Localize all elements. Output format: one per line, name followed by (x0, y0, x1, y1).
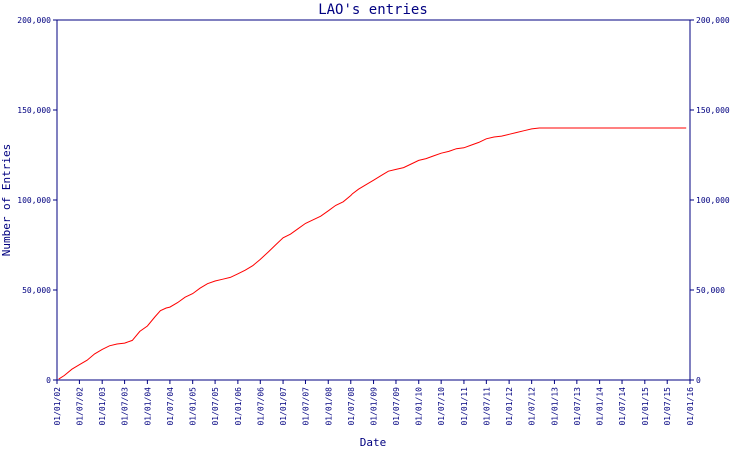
x-tick-label: 01/07/11 (482, 387, 491, 426)
x-tick-label: 01/01/05 (189, 387, 198, 426)
x-tick-label: 01/01/04 (143, 387, 152, 426)
x-tick-label: 01/01/09 (370, 387, 379, 426)
y-tick-label-left: 100,000 (17, 196, 51, 205)
x-tick-label: 01/01/12 (505, 387, 514, 426)
y-tick-label-left: 150,000 (17, 106, 51, 115)
y-axis-label: Number of Entries (0, 144, 13, 257)
x-tick-label: 01/01/10 (415, 387, 424, 426)
x-tick-label: 01/01/02 (53, 387, 62, 426)
x-axis: 01/01/02 01/07/02 01/01/03 01/07/03 01/01/04… (53, 380, 695, 426)
y-tick-label-left: 0 (46, 376, 51, 385)
y-tick-label-left: 200,000 (17, 16, 51, 25)
x-tick-label: 01/07/08 (347, 387, 356, 426)
y-tick-label-right: 150,000 (696, 106, 730, 115)
y-tick-label-right: 200,000 (696, 16, 730, 25)
x-tick-label: 01/01/08 (324, 387, 333, 426)
x-tick-label: 01/07/09 (392, 387, 401, 426)
x-tick-label: 01/07/15 (663, 387, 672, 426)
x-tick-label: 01/07/07 (301, 387, 310, 426)
x-tick-label: 01/07/10 (437, 387, 446, 426)
plot-frame (56, 19, 691, 381)
chart-title: LAO's entries (318, 2, 428, 18)
x-tick-label: 01/01/03 (98, 387, 107, 426)
x-tick-label: 01/07/12 (528, 387, 537, 426)
x-tick-label: 01/07/04 (166, 387, 175, 426)
series-line-0 (58, 127, 687, 380)
y-tick-label-right: 0 (696, 376, 701, 385)
x-tick-label: 01/07/13 (573, 387, 582, 426)
x-tick-label: 01/07/03 (121, 387, 130, 426)
x-tick-label: 01/07/14 (618, 387, 627, 426)
x-tick-label: 01/01/11 (460, 387, 469, 426)
x-tick-label: 01/01/15 (641, 387, 650, 426)
y-tick-label-right: 100,000 (696, 196, 730, 205)
y-axis-left: 0 50,000 100,000 150,000 200,000 (17, 16, 57, 385)
x-tick-label: 01/07/05 (211, 387, 220, 426)
series-layer (58, 127, 687, 380)
y-axis-right: 0 50,000 100,000 150,000 200,000 (690, 16, 730, 385)
x-tick-label: 01/01/14 (596, 387, 605, 426)
y-tick-label-left: 50,000 (22, 286, 51, 295)
x-tick-label: 01/07/02 (75, 387, 84, 426)
x-axis-label: Date (360, 436, 387, 449)
y-tick-label-right: 50,000 (696, 286, 725, 295)
x-tick-label: 01/07/06 (256, 387, 265, 426)
x-tick-label: 01/01/06 (234, 387, 243, 426)
x-tick-label: 01/01/07 (279, 387, 288, 426)
x-tick-label: 01/01/13 (550, 387, 559, 426)
x-tick-label: 01/01/16 (686, 387, 695, 426)
